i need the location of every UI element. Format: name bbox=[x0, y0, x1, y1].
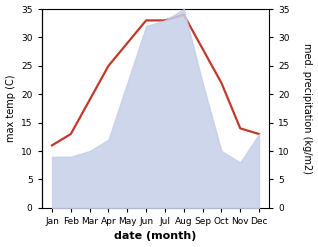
X-axis label: date (month): date (month) bbox=[114, 231, 197, 242]
Y-axis label: med. precipitation (kg/m2): med. precipitation (kg/m2) bbox=[302, 43, 313, 174]
Y-axis label: max temp (C): max temp (C) bbox=[5, 75, 16, 142]
